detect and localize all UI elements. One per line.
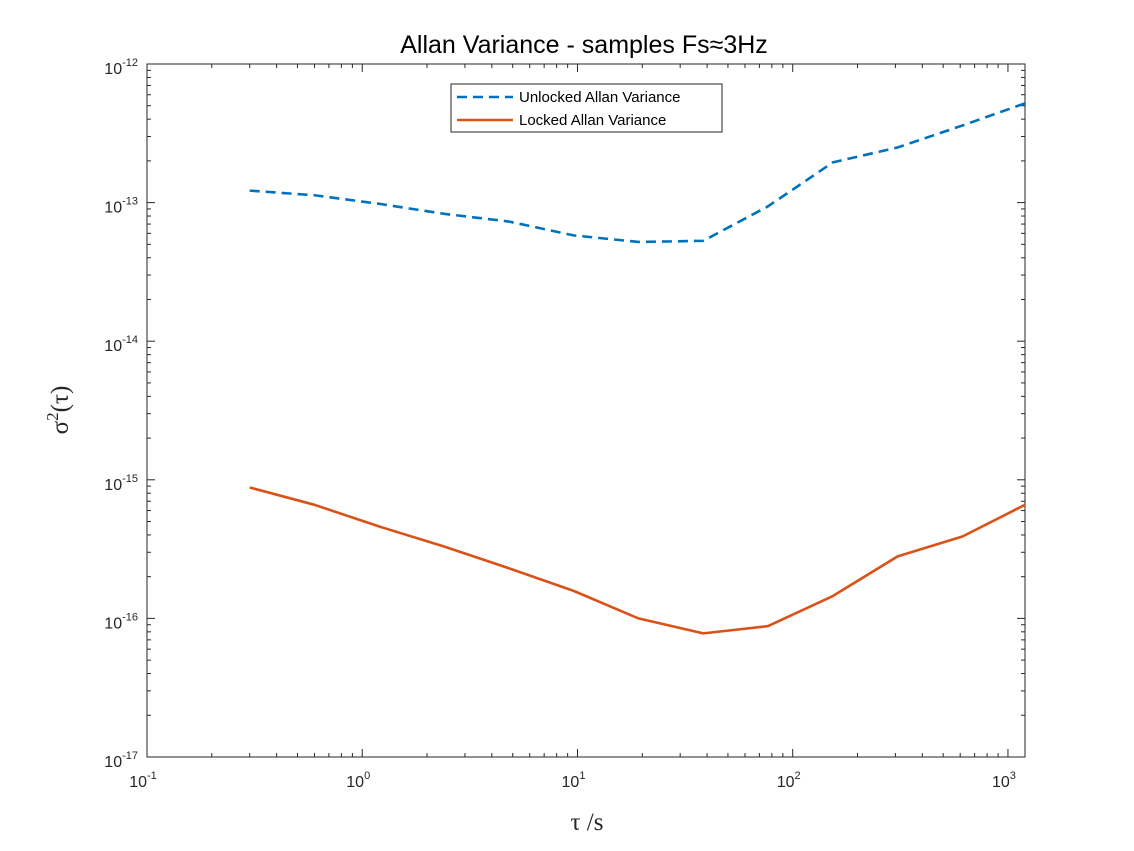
axis-ticks: 10-1 100 101 102 103 10-17 10-16 10-15 10-14 10-1…	[104, 57, 1025, 791]
x-tick-label: 101	[562, 770, 586, 791]
x-tick-label: 102	[777, 770, 801, 791]
x-axis-label: τ /s	[571, 809, 604, 836]
x-tick-label: 100	[346, 770, 370, 791]
y-tick-label: 10-12	[104, 57, 138, 78]
series-line-unlocked	[249, 102, 1026, 244]
series-line-locked	[249, 486, 1026, 635]
legend-box	[450, 83, 723, 133]
y-tick-label: 10-14	[104, 334, 138, 355]
y-tick-label: 10-13	[104, 196, 138, 217]
plot-area	[146, 63, 1026, 758]
legend: Unlocked Allan Variance Locked Allan Vari…	[450, 83, 723, 133]
x-tick-label: 103	[992, 770, 1016, 791]
y-tick-label: 10-16	[104, 611, 138, 632]
legend-label-locked: Locked Allan Variance	[519, 112, 666, 129]
y-axis-label: σ2(τ)	[43, 386, 74, 435]
legend-label-unlocked: Unlocked Allan Variance	[519, 89, 680, 106]
axes-box	[146, 63, 1026, 758]
x-tick-label: 10-1	[129, 770, 157, 791]
series-layer	[249, 102, 1026, 635]
chart-title: Allan Variance - samples Fs≈3Hz	[400, 31, 768, 59]
y-tick-label: 10-17	[104, 750, 138, 771]
y-tick-label: 10-15	[104, 473, 138, 494]
